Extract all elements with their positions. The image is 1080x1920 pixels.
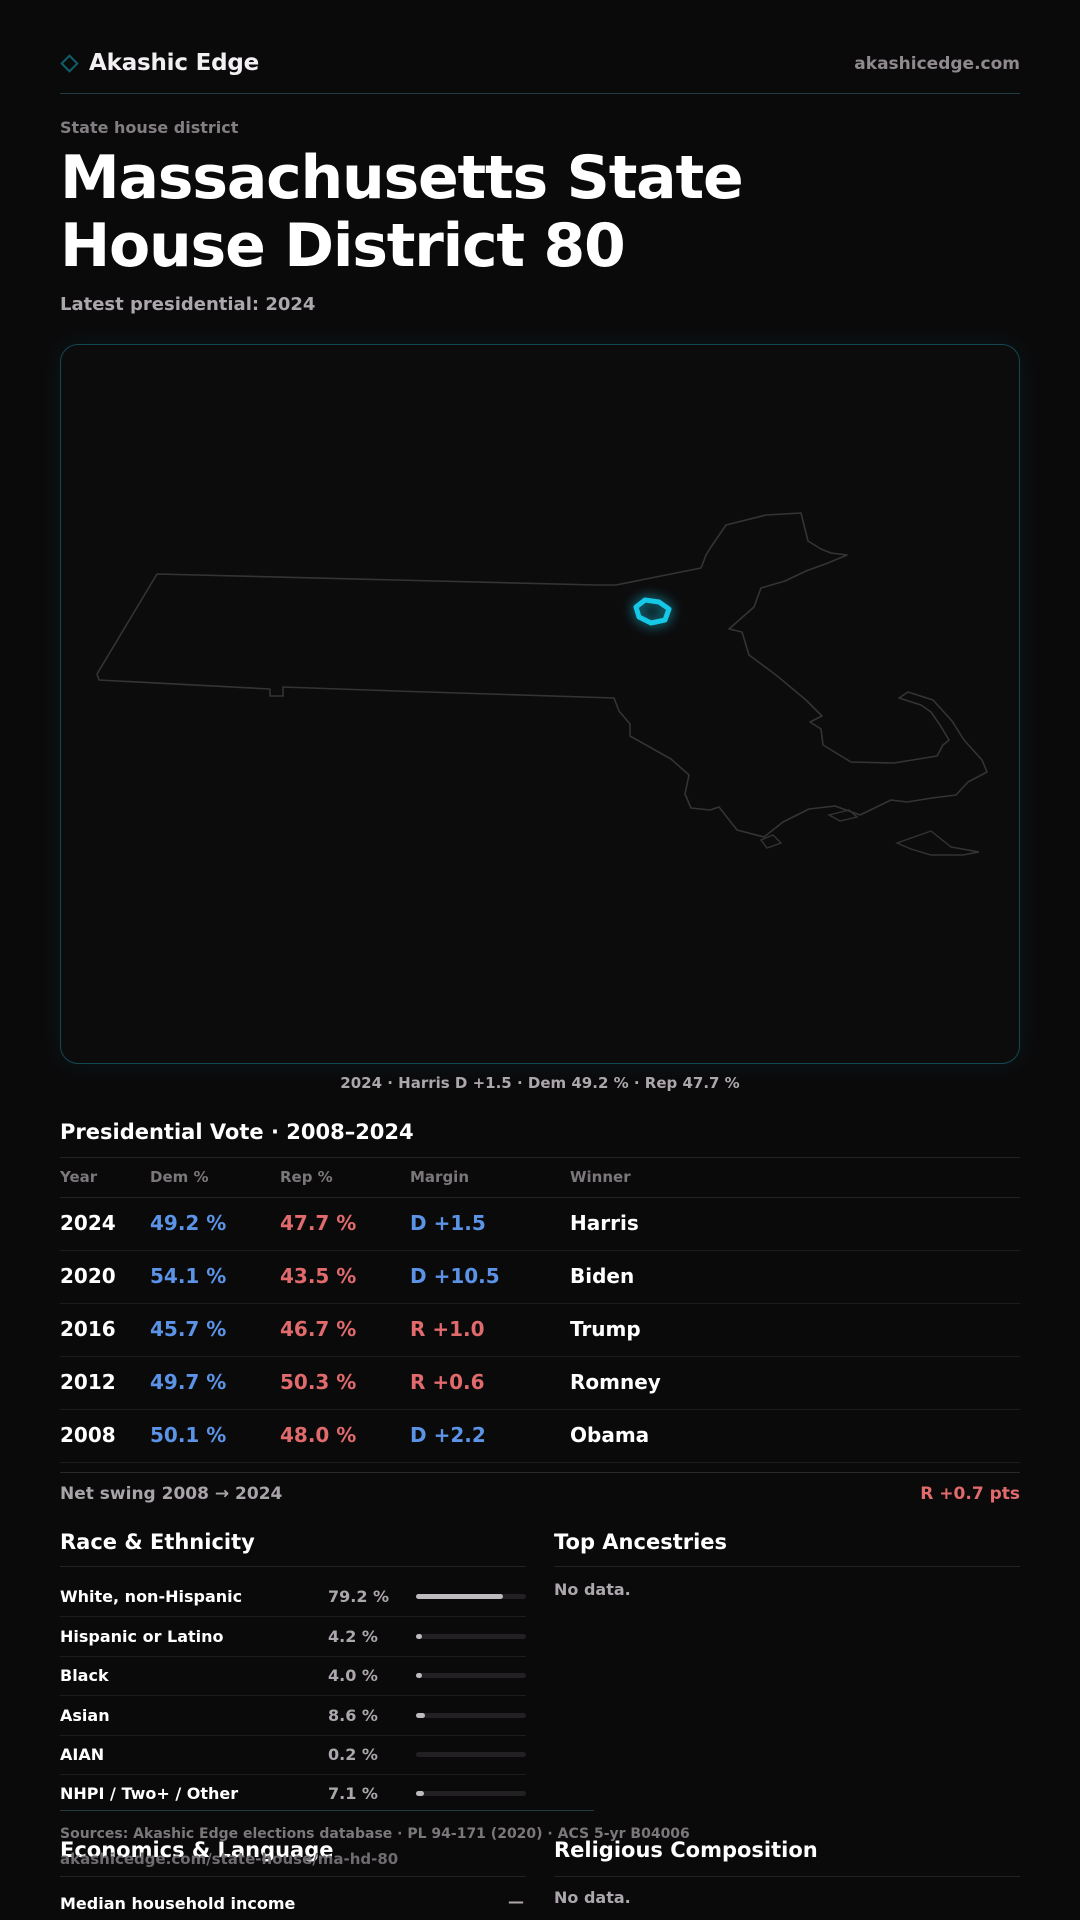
median-income-value: — <box>508 1892 524 1911</box>
rep-pct-cell: 48.0 % <box>280 1423 357 1447</box>
page-url[interactable]: akashicedge.com/state-house/ma-hd-80 <box>60 1850 399 1868</box>
section-divider <box>60 1157 1020 1158</box>
table-row: 2024 49.2 % 47.7 % D +1.5 Harris <box>60 1198 1020 1251</box>
district-80-boundary <box>633 597 672 626</box>
race-label: Hispanic or Latino <box>60 1627 224 1646</box>
sources-note: Sources: Akashic Edge elections database… <box>60 1826 690 1842</box>
median-income-label: Median household income <box>60 1894 296 1913</box>
margin-cell: D +1.5 <box>410 1211 486 1235</box>
section-divider <box>554 1566 1020 1567</box>
column-header-dem: Dem % <box>150 1168 209 1186</box>
page-eyebrow: State house district <box>60 118 239 137</box>
winner-cell: Harris <box>570 1211 639 1235</box>
rep-pct-cell: 46.7 % <box>280 1317 357 1341</box>
race-bar-track <box>416 1752 526 1757</box>
race-bar-track <box>416 1634 526 1639</box>
map-caption: 2024 · Harris D +1.5 · Dem 49.2 % · Rep … <box>340 1074 740 1092</box>
winner-cell: Romney <box>570 1370 661 1394</box>
page-title: Massachusetts State House District 80 <box>60 143 744 281</box>
race-percent: 8.6 % <box>328 1706 378 1725</box>
year-cell: 2008 <box>60 1423 116 1447</box>
list-item: NHPI / Two+ / Other 7.1 % <box>60 1774 526 1814</box>
margin-cell: R +1.0 <box>410 1317 485 1341</box>
footer-divider <box>60 1810 594 1811</box>
net-swing-label: Net swing 2008 → 2024 <box>60 1484 283 1504</box>
race-percent: 4.0 % <box>328 1666 378 1685</box>
rep-pct-cell: 43.5 % <box>280 1264 357 1288</box>
margin-cell: D +10.5 <box>410 1264 500 1288</box>
race-label: NHPI / Two+ / Other <box>60 1784 239 1803</box>
table-row: 2008 50.1 % 48.0 % D +2.2 Obama <box>60 1410 1020 1463</box>
column-header-rep: Rep % <box>280 1168 333 1186</box>
southern-islands-outline <box>759 809 980 856</box>
site-header: Akashic Edge akashicedge.com <box>60 48 1020 94</box>
dem-pct-cell: 45.7 % <box>150 1317 227 1341</box>
table-row: 2016 45.7 % 46.7 % R +1.0 Trump <box>60 1304 1020 1357</box>
ancestries-empty-state: No data. <box>554 1580 631 1599</box>
year-cell: 2016 <box>60 1317 116 1341</box>
table-row: 2020 54.1 % 43.5 % D +10.5 Biden <box>60 1251 1020 1304</box>
race-label: Black <box>60 1666 109 1685</box>
race-ethnicity-title: Race & Ethnicity <box>60 1530 255 1554</box>
section-divider <box>554 1876 1020 1877</box>
race-label: AIAN <box>60 1745 105 1764</box>
race-bar-fill <box>416 1673 422 1678</box>
section-divider <box>60 1566 526 1567</box>
page-subtitle: Latest presidential: 2024 <box>60 294 316 315</box>
race-label: White, non-Hispanic <box>60 1587 243 1606</box>
year-cell: 2020 <box>60 1264 116 1288</box>
list-item: Black 4.0 % <box>60 1656 526 1696</box>
presidential-vote-title: Presidential Vote · 2008–2024 <box>60 1120 414 1144</box>
section-divider <box>60 1876 526 1877</box>
race-bar-track <box>416 1594 526 1599</box>
dem-pct-cell: 49.2 % <box>150 1211 227 1235</box>
race-bar-fill <box>416 1594 504 1599</box>
table-header-divider <box>60 1197 1020 1198</box>
winner-cell: Trump <box>570 1317 641 1341</box>
list-item: Hispanic or Latino 4.2 % <box>60 1617 526 1657</box>
state-outline <box>96 512 988 838</box>
brand-link[interactable]: Akashic Edge <box>60 50 259 76</box>
dem-pct-cell: 49.7 % <box>150 1370 227 1394</box>
race-bar-fill <box>416 1634 422 1639</box>
race-bar-track <box>416 1673 526 1678</box>
winner-cell: Biden <box>570 1264 635 1288</box>
list-item: AIAN 0.2 % <box>60 1735 526 1775</box>
religious-composition-title: Religious Composition <box>554 1838 818 1862</box>
economics-language-title: Economics & Language <box>60 1838 334 1862</box>
column-header-year: Year <box>60 1168 98 1186</box>
race-percent: 0.2 % <box>328 1745 378 1764</box>
dem-pct-cell: 54.1 % <box>150 1264 227 1288</box>
winner-cell: Obama <box>570 1423 650 1447</box>
dem-pct-cell: 50.1 % <box>150 1423 227 1447</box>
list-item: Asian 8.6 % <box>60 1696 526 1736</box>
column-header-winner: Winner <box>570 1168 631 1186</box>
diamond-outline-icon <box>60 53 79 73</box>
race-label: Asian <box>60 1706 110 1725</box>
race-percent: 7.1 % <box>328 1784 378 1803</box>
table-footer-divider <box>60 1472 1020 1473</box>
top-ancestries-title: Top Ancestries <box>554 1530 728 1554</box>
margin-cell: D +2.2 <box>410 1423 486 1447</box>
margin-cell: R +0.6 <box>410 1370 485 1394</box>
site-link[interactable]: akashicedge.com <box>854 54 1020 74</box>
race-bar-fill <box>416 1791 424 1796</box>
column-header-margin: Margin <box>410 1168 470 1186</box>
state-outline-map <box>96 512 988 856</box>
race-bar-track <box>416 1791 526 1796</box>
list-item: White, non-Hispanic 79.2 % <box>60 1577 526 1617</box>
race-percent: 79.2 % <box>328 1587 390 1606</box>
rep-pct-cell: 47.7 % <box>280 1211 357 1235</box>
rep-pct-cell: 50.3 % <box>280 1370 357 1394</box>
religion-empty-state: No data. <box>554 1888 631 1907</box>
year-cell: 2024 <box>60 1211 116 1235</box>
race-bar-track <box>416 1713 526 1718</box>
table-row: 2012 49.7 % 50.3 % R +0.6 Romney <box>60 1357 1020 1410</box>
brand-name: Akashic Edge <box>89 50 260 76</box>
net-swing-value: R +0.7 pts <box>920 1484 1020 1504</box>
race-percent: 4.2 % <box>328 1627 378 1646</box>
race-bar-fill <box>416 1713 426 1718</box>
year-cell: 2012 <box>60 1370 116 1394</box>
district-map[interactable] <box>60 344 1020 1064</box>
